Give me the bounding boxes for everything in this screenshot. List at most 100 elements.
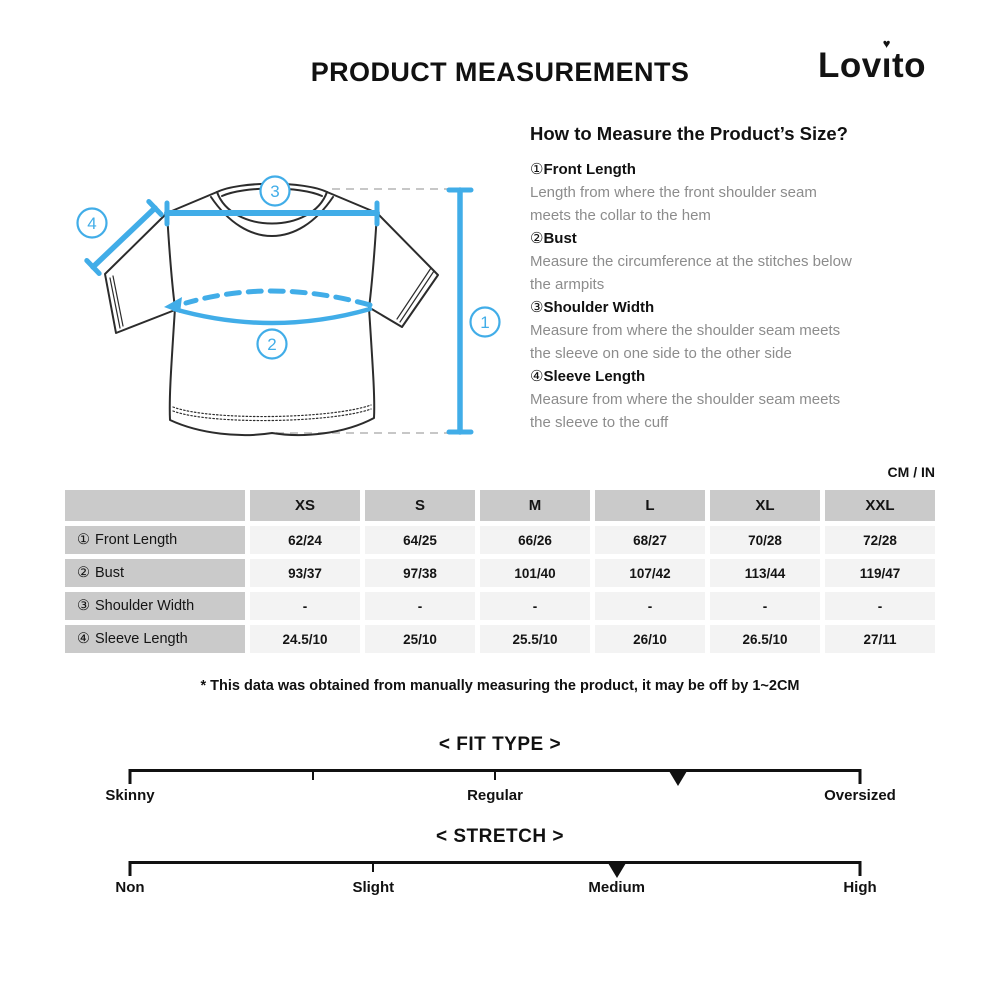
callout-1: 1 [480,313,489,332]
table-cell: - [250,592,360,620]
table-cell: 24.5/10 [250,625,360,653]
table-cell: 72/28 [825,526,935,554]
callout-circle-3 [259,175,291,207]
stretch-tick-33 [372,861,375,872]
measure-item-desc: the sleeve to the cuff [530,414,669,431]
table-cell: 26.5/10 [710,625,820,653]
table-cell: - [825,592,935,620]
brand-logo: Lovı ♥ to [817,36,926,86]
stretch-label-slight: Slight [352,879,395,896]
measure-item-title-front-length: ①Front Length [530,161,636,178]
table-cell: - [480,592,590,620]
fit-type-track [128,769,862,787]
column-header-s: S [365,490,475,521]
table-cell: 25.5/10 [480,625,590,653]
circled-number-3: ③ [530,299,544,316]
circled-number-2: ② [530,230,544,247]
logo-heart-i: ı ♥ [881,36,892,85]
table-corner-cell [65,490,245,521]
table-cell: 119/47 [825,559,935,587]
callout-3: 3 [270,182,279,201]
column-header-xl: XL [710,490,820,521]
stretch-label-non: Non [115,879,145,896]
bust-ellipse-solid [171,306,373,326]
measurement-marks [84,187,474,435]
tshirt-measurement-diagram: 3 4 2 1 [76,175,501,437]
measure-item-desc: Length from where the front shoulder sea… [530,184,817,201]
fit-type-title: < FIT TYPE > [438,734,562,755]
callout-2: 2 [267,335,276,354]
measure-item-title-sleeve-length: ④Sleeve Length [530,368,646,385]
stretch-line [130,861,860,864]
table-cell: 70/28 [710,526,820,554]
column-header-l: L [595,490,705,521]
table-cell: - [365,592,475,620]
stretch-labels: Non Slight Medium High [115,879,876,896]
table-cell: 68/27 [595,526,705,554]
stretch-label-medium: Medium [588,879,646,896]
fit-type-marker-icon [668,771,687,786]
fit-type-tick-end [858,769,862,784]
measure-item-desc: Measure from where the shoulder seam mee… [530,391,841,408]
table-cell: 62/24 [250,526,360,554]
column-header-m: M [480,490,590,521]
heart-icon: ♥ [882,36,891,51]
how-to-measure-section: How to Measure the Product’s Size? ①Fron… [530,123,970,434]
diagram-callouts: 3 4 2 1 [76,175,501,360]
circled-number-4: ④ [530,368,544,385]
fit-type-tick-start [128,769,132,784]
table-cell: 66/26 [480,526,590,554]
measurement-footnote: * This data was obtained from manually m… [200,678,800,694]
fit-label-regular: Regular [467,787,523,804]
bust-ellipse-dashed [183,288,373,308]
stretch-tick-end [858,861,862,876]
measure-item-desc: Measure from where the shoulder seam mee… [530,322,841,339]
measure-item-desc: the armpits [530,276,605,293]
guide-dashed-lines [276,188,449,434]
sleeve-length-line [90,205,158,270]
callout-circle-1 [469,306,501,338]
column-header-xs: XS [250,490,360,521]
fit-type-labels: Skinny Regular Oversized [105,787,895,804]
measure-item-title-bust: ②Bust [530,230,577,247]
page-title: PRODUCT MEASUREMENTS [310,57,690,87]
callout-4: 4 [87,214,96,233]
tshirt-outline [104,182,439,437]
column-header-xxl: XXL [825,490,935,521]
fit-type-tick-25 [311,769,314,780]
table-cell: 107/42 [595,559,705,587]
fit-type-tick-50 [494,769,496,780]
measure-item-desc: the sleeve on one side to the other side [530,345,792,362]
row-header-sleeve-length: ④ Sleeve Length [65,625,245,653]
table-cell: 93/37 [250,559,360,587]
table-cell: 97/38 [365,559,475,587]
stretch-title: < STRETCH > [436,826,564,847]
stretch-tick-start [128,861,132,876]
table-cell: 27/11 [825,625,935,653]
row-header-shoulder-width: ③ Shoulder Width [65,592,245,620]
table-cell: 64/25 [365,526,475,554]
fit-label-oversized: Oversized [824,787,896,804]
stretch-label-high: High [843,879,877,896]
table-cell: 25/10 [365,625,475,653]
table-cell: - [595,592,705,620]
stretch-track [128,861,862,879]
table-cell: - [710,592,820,620]
table-cell: 101/40 [480,559,590,587]
measure-item-desc: Measure the circumference at the stitche… [530,253,852,270]
callout-circle-2 [256,328,288,360]
bust-arrowhead [164,297,182,313]
row-header-front-length: ① Front Length [65,526,245,554]
unit-label: CM / IN [887,464,935,480]
callout-circle-4 [76,207,108,239]
circled-number-1: ① [530,161,544,178]
logo-text-post: to [891,46,926,85]
measure-item-desc: meets the collar to the hem [530,207,711,224]
logo-text-pre: Lov [817,46,882,85]
row-header-bust: ② Bust [65,559,245,587]
measurement-table: XS S M L XL XXL ① Front Length 62/24 64/2… [65,490,935,653]
stretch-marker-icon [607,863,626,878]
how-to-heading: How to Measure the Product’s Size? [530,123,848,144]
measure-item-title-shoulder-width: ③Shoulder Width [530,299,655,316]
table-cell: 26/10 [595,625,705,653]
